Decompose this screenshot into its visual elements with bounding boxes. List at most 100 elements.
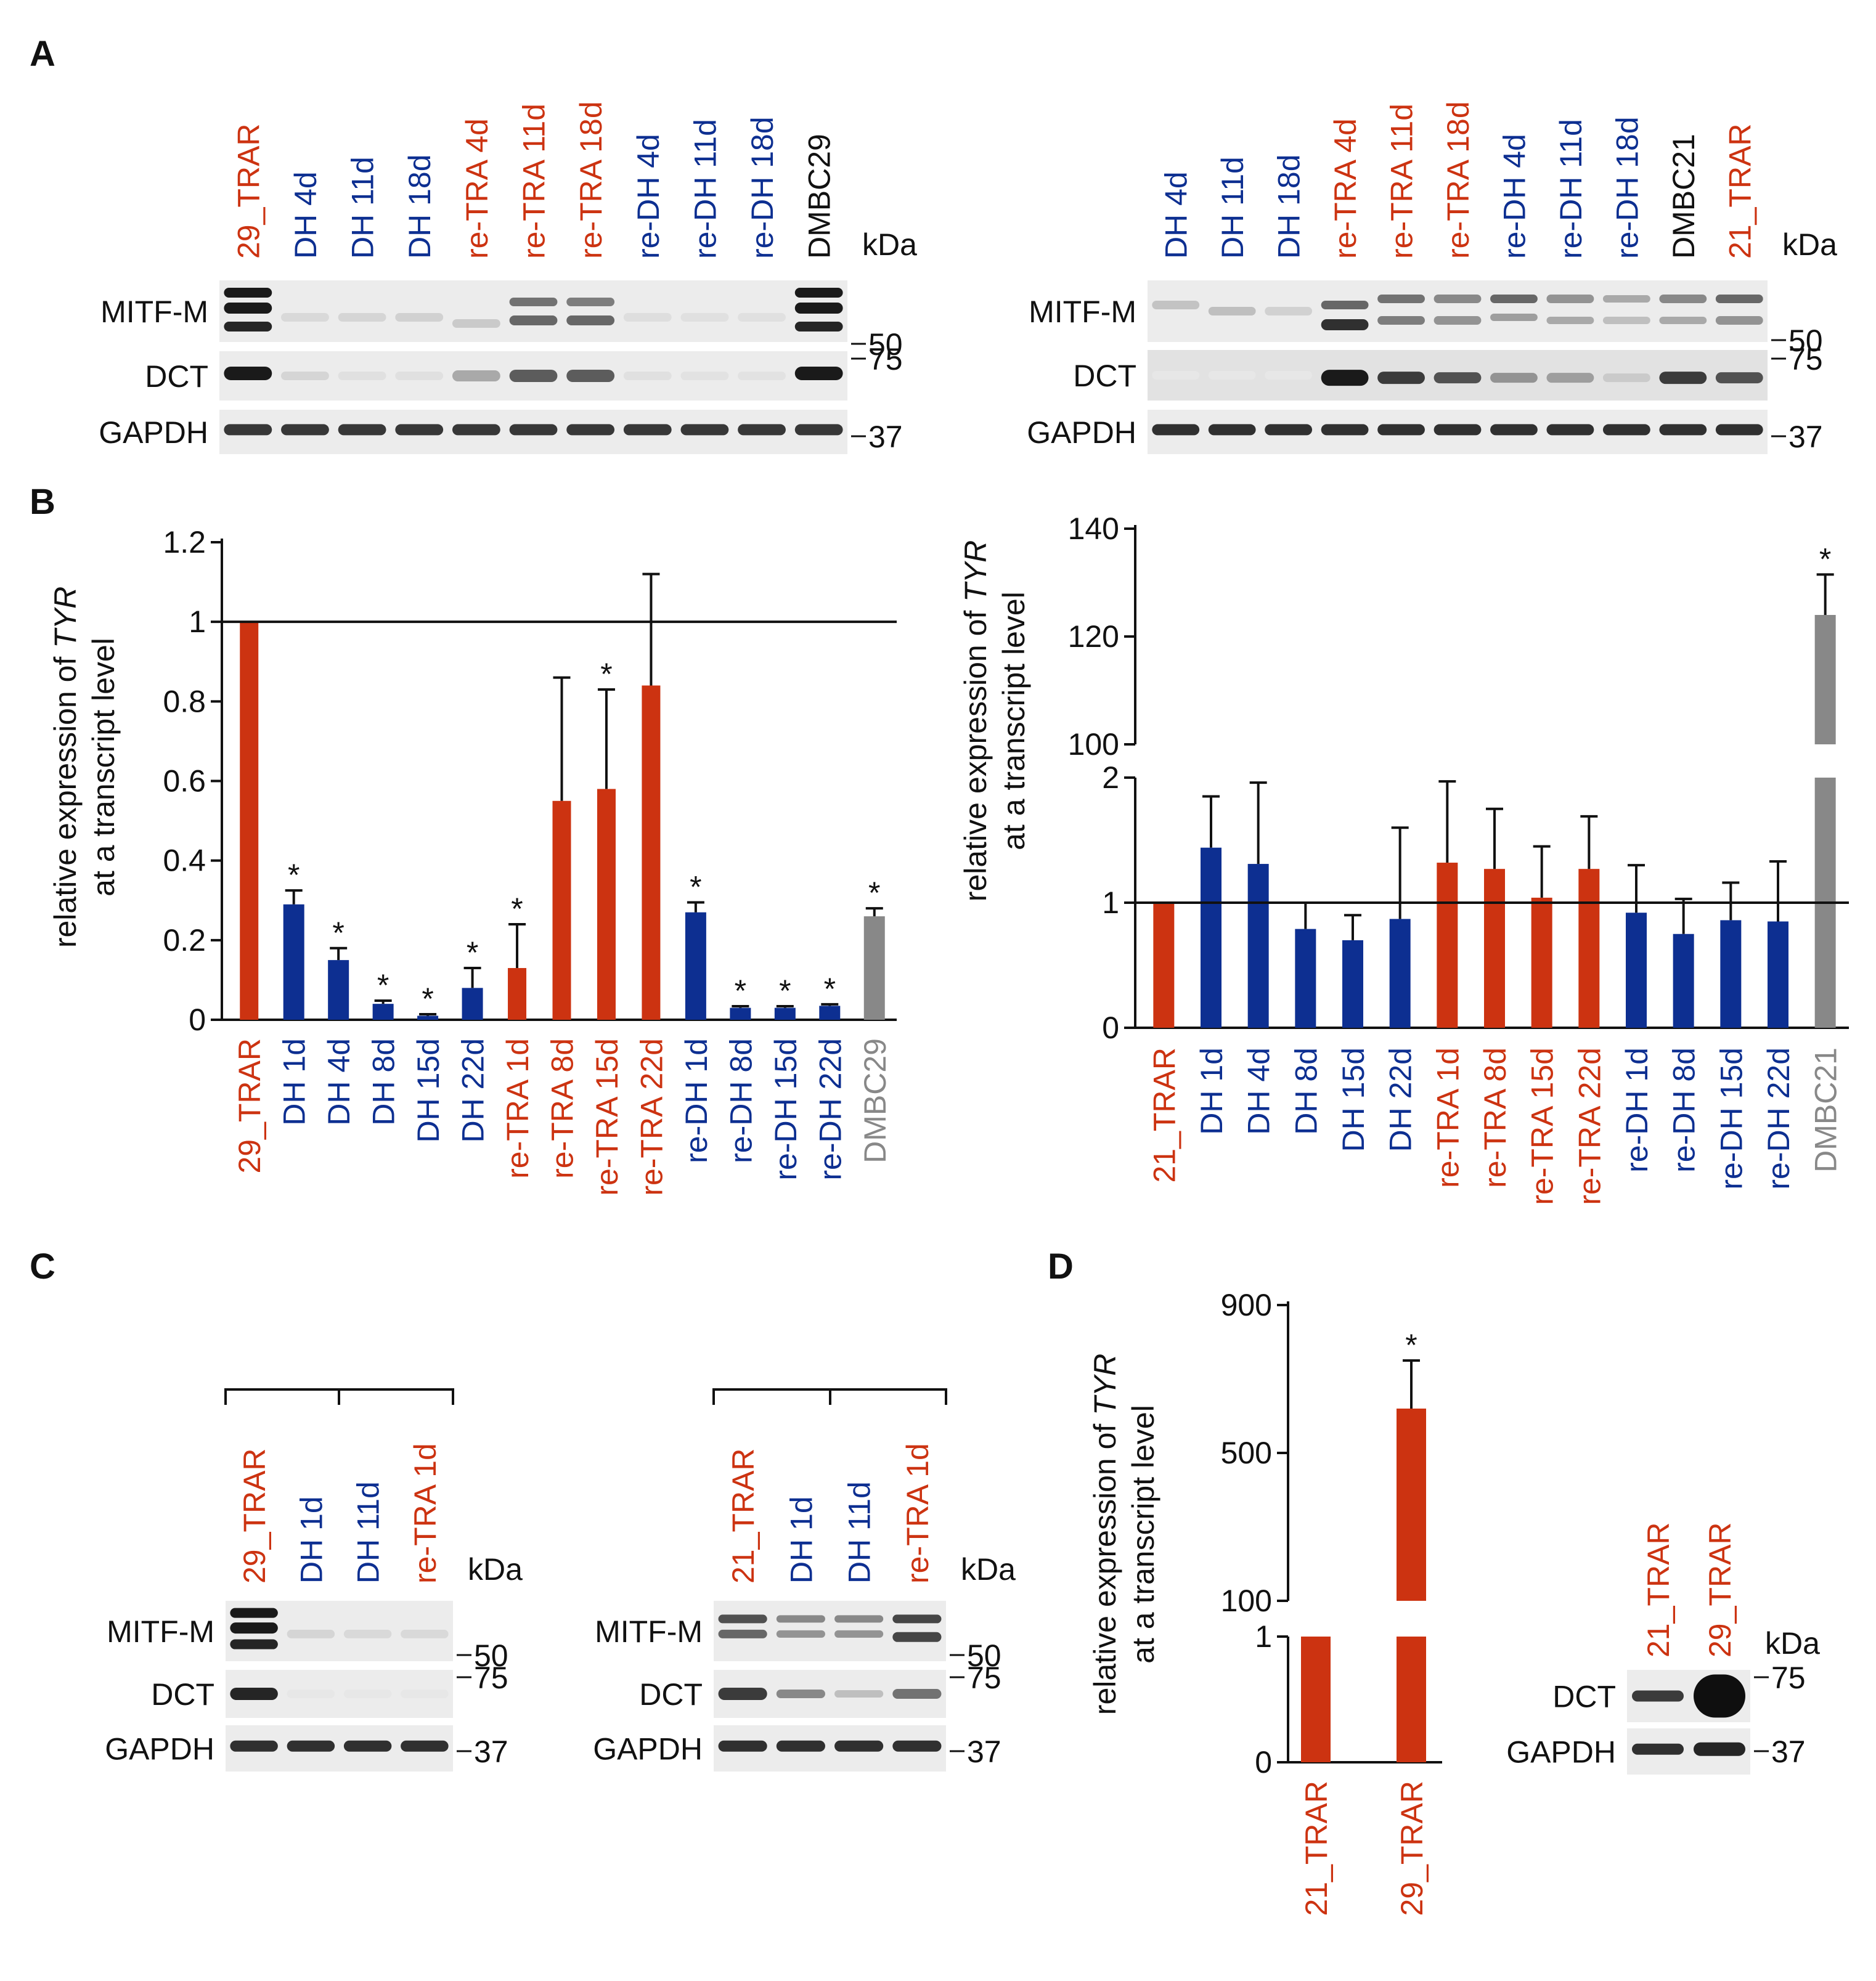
blot-band xyxy=(1265,307,1313,315)
blot-band xyxy=(1602,373,1650,383)
blot-band xyxy=(892,1740,942,1752)
lane-label: re-TRA 18d xyxy=(1441,101,1475,259)
category-label: re-TRA 1d xyxy=(500,1038,535,1179)
blot-band xyxy=(1490,295,1538,303)
ylabel-gene: TYR xyxy=(1088,1354,1122,1415)
blot-band xyxy=(281,372,329,380)
marker-label: 50 xyxy=(868,327,903,362)
blot-band xyxy=(566,315,615,325)
blot-band xyxy=(892,1632,942,1642)
category-label: DH 4d xyxy=(322,1038,356,1126)
bar xyxy=(774,1007,796,1020)
y-tick-label: 120 xyxy=(1068,619,1119,654)
bar xyxy=(1201,847,1221,1028)
category-label: re-DH 1d xyxy=(679,1038,714,1163)
y-tick-label: 1 xyxy=(189,604,206,639)
lane-label: re-DH 18d xyxy=(1610,116,1644,259)
marker-label: 37 xyxy=(1788,420,1823,454)
category-label: re-DH 22d xyxy=(813,1038,847,1181)
blot-a-left: 29_TRAR DH 4d DH 11d DH 18d re-TRA 4d re-TRA … xyxy=(99,101,917,454)
blot-band xyxy=(509,315,558,325)
category-label: re-DH 22d xyxy=(1761,1047,1796,1190)
category-label: DH 15d xyxy=(411,1038,446,1143)
bar xyxy=(1578,869,1600,1028)
marker-label: 75 xyxy=(1771,1661,1806,1695)
lane-label: re-TRA 11d xyxy=(1385,104,1419,259)
blot-band xyxy=(794,367,843,380)
blot-band xyxy=(224,367,272,380)
panel-label-a: A xyxy=(30,34,55,74)
category-label: DH 1d xyxy=(1194,1047,1229,1135)
blot-band xyxy=(1602,295,1650,303)
category-label: 21_TRAR xyxy=(1147,1047,1181,1183)
blot-band xyxy=(452,370,500,381)
b-left-ylabel-line2: at a transcript level xyxy=(86,638,121,897)
ylabel-gene: TYR xyxy=(958,540,993,602)
lane-label: 21_TRAR xyxy=(1641,1522,1676,1658)
blot-band xyxy=(1321,370,1369,386)
kda-label: kDa xyxy=(1782,227,1837,262)
blot-band xyxy=(287,1629,335,1638)
blot-band xyxy=(1715,424,1763,436)
blot-band xyxy=(1208,371,1256,380)
protein-label: DCT xyxy=(151,1677,214,1712)
bar xyxy=(1768,921,1788,1028)
blot-band xyxy=(1152,371,1200,380)
blot-band xyxy=(1715,372,1763,384)
blot-d: 21_TRAR 29_TRAR kDa DCT 75 GAPDH 37 xyxy=(1506,1522,1820,1775)
blot-band xyxy=(338,424,386,436)
y-tick-label: 500 xyxy=(1221,1436,1272,1470)
blot-band xyxy=(1377,295,1425,303)
blot-band xyxy=(287,1690,335,1698)
y-tick-label: 1 xyxy=(1255,1619,1272,1654)
category-label: DH 22d xyxy=(456,1038,491,1143)
blot-band xyxy=(1265,371,1313,380)
lane-label: re-TRA 1d xyxy=(900,1443,935,1584)
blot-band xyxy=(1490,314,1538,321)
bracket-c-right xyxy=(712,1388,947,1405)
blot-c-right: 21_TRAR DH 1d DH 11d re-TRA 1d kDa MITF-M 50 DC… xyxy=(593,1443,1016,1772)
lane-label: DH 4d xyxy=(1159,171,1194,259)
blot-band xyxy=(1694,1674,1745,1718)
ylabel-text: relative expression of xyxy=(958,602,993,901)
panel-label-d: D xyxy=(1048,1247,1074,1287)
blot-band xyxy=(1434,316,1482,325)
blot-band xyxy=(1546,317,1594,324)
blot-band xyxy=(1715,295,1763,303)
bar xyxy=(642,685,661,1020)
blot-band xyxy=(401,1740,449,1752)
blot-band xyxy=(230,1740,278,1752)
blot-band xyxy=(1659,424,1707,436)
blot-band xyxy=(1659,317,1707,324)
y-tick-label: 0.8 xyxy=(163,684,206,718)
category-label: DH 4d xyxy=(1242,1047,1276,1135)
blot-band xyxy=(395,313,444,322)
category-label: re-DH 8d xyxy=(724,1038,758,1163)
lane-label: 29_TRAR xyxy=(231,123,266,259)
blot-band xyxy=(343,1740,392,1752)
significance-star: * xyxy=(824,972,836,1006)
blot-band xyxy=(1208,424,1256,436)
blot-band xyxy=(776,1615,825,1623)
blot-band xyxy=(1152,424,1200,436)
blot-band xyxy=(1434,295,1482,303)
blot-band xyxy=(566,298,615,306)
ylabel-text: relative expression of xyxy=(1088,1415,1122,1715)
blot-band xyxy=(776,1740,825,1752)
blot-c-left: 29_TRAR DH 1d DH 11d re-TRA 1d kDa MITF-M 50 DC… xyxy=(105,1443,523,1772)
panel-label-b: B xyxy=(30,482,55,522)
lane-label: re-DH 11d xyxy=(688,119,722,259)
lane-label: re-DH 4d xyxy=(1497,134,1531,259)
lane-label: re-TRA 4d xyxy=(1328,118,1363,259)
lane-label: DH 11d xyxy=(842,1481,877,1584)
lane-label: DH 11d xyxy=(351,1481,386,1584)
blot-band xyxy=(401,1629,449,1638)
significance-star: * xyxy=(511,892,523,926)
y-tick-label: 1.2 xyxy=(163,525,206,559)
blot-band xyxy=(892,1689,942,1699)
protein-label: DCT xyxy=(639,1677,703,1712)
marker-label: 50 xyxy=(967,1638,1001,1673)
y-tick-label: 0.4 xyxy=(163,844,206,878)
lane-label: DH 18d xyxy=(402,154,437,259)
lane-label: re-DH 18d xyxy=(745,116,780,259)
